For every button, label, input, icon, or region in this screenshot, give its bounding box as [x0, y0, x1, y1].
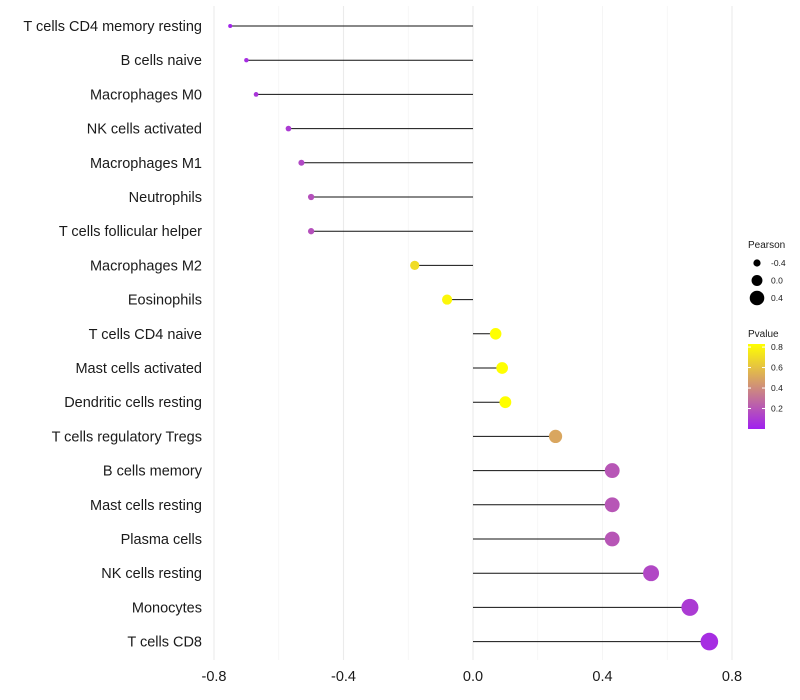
lollipop-stems — [230, 25, 710, 643]
lollipop-dot — [298, 159, 305, 166]
size-legend-dot — [749, 290, 765, 306]
category-labels: T cells CD4 memory resting B cells naive M… — [23, 19, 202, 651]
category-label: Mast cells resting — [90, 498, 202, 514]
category-label: T cells follicular helper — [59, 224, 202, 240]
pvalue-legend-title: Pvalue — [748, 329, 779, 340]
lollipop-dot — [442, 294, 453, 305]
category-label: Mast cells activated — [75, 361, 202, 377]
lollipop-dot — [489, 328, 502, 340]
lollipop-dot — [307, 228, 315, 235]
lollipop-dot — [604, 463, 620, 479]
category-label: Dendritic cells resting — [64, 395, 202, 411]
category-label: NK cells resting — [101, 566, 202, 582]
lollipop-dot — [410, 260, 420, 271]
lollipop-dot — [253, 92, 259, 97]
size-legend-label: 0.4 — [771, 293, 783, 303]
size-legend-label: -0.4 — [771, 258, 786, 268]
pearson-legend-title: Pearson — [748, 240, 785, 251]
lollipop-dot — [548, 429, 563, 444]
lollipop-dot — [244, 57, 249, 63]
size-legend-dot — [751, 275, 763, 286]
category-label: Macrophages M1 — [90, 156, 202, 172]
lollipop-dots — [228, 24, 719, 651]
pvalue-colorbar — [748, 344, 765, 429]
x-tick-label: -0.8 — [202, 669, 227, 685]
category-label: T cells regulatory Tregs — [52, 429, 202, 445]
lollipop-dot — [681, 598, 699, 616]
lollipop-dot — [285, 125, 292, 132]
category-label: Eosinophils — [128, 293, 202, 309]
lollipop-dot — [604, 531, 620, 547]
colorbar-label: 0.8 — [771, 342, 783, 352]
x-axis-tick-labels: -0.8 -0.4 0.0 0.4 0.8 — [202, 669, 743, 685]
x-tick-label: 0.0 — [463, 669, 483, 685]
x-tick-label: -0.4 — [331, 669, 356, 685]
category-label: Neutrophils — [129, 190, 202, 206]
category-label: T cells CD4 naive — [89, 327, 202, 343]
lollipop-dot — [643, 565, 660, 582]
size-legend-dot — [753, 259, 761, 267]
category-label: B cells memory — [103, 464, 203, 480]
x-tick-label: 0.8 — [722, 669, 742, 685]
lollipop-dot — [604, 497, 620, 513]
lollipop-dot — [496, 362, 509, 374]
x-tick-label: 0.4 — [592, 669, 612, 685]
lollipop-dot — [700, 632, 719, 651]
lollipop-dot — [307, 193, 315, 201]
category-label: B cells naive — [121, 53, 202, 69]
pearson-size-legend: Pearson -0.4 0.0 0.4 — [748, 240, 786, 306]
category-label: Monocytes — [132, 600, 202, 616]
category-label: Macrophages M0 — [90, 87, 202, 103]
category-label: NK cells activated — [87, 122, 202, 138]
grid-lines — [213, 6, 733, 660]
category-label: Macrophages M2 — [90, 258, 202, 274]
colorbar-label: 0.4 — [771, 383, 783, 393]
category-label: T cells CD8 — [127, 635, 202, 651]
colorbar-label: 0.6 — [771, 363, 783, 373]
size-legend-label: 0.0 — [771, 276, 783, 286]
lollipop-dot — [228, 24, 233, 28]
category-label: Plasma cells — [121, 532, 202, 548]
pvalue-color-legend: Pvalue 0.2 0.4 0.6 0.8 — [748, 329, 783, 429]
lollipop-dot — [499, 396, 512, 409]
colorbar-label: 0.2 — [771, 404, 783, 414]
category-label: T cells CD4 memory resting — [23, 19, 202, 35]
